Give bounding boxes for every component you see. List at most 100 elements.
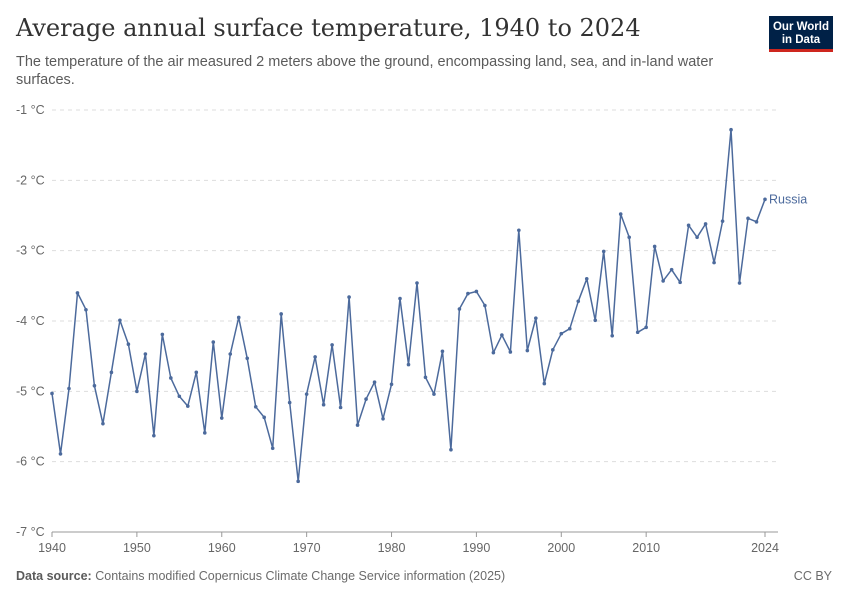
data-point <box>737 281 742 285</box>
data-point <box>321 402 326 407</box>
data-point <box>372 380 377 384</box>
data-point <box>746 216 750 221</box>
data-point <box>58 452 63 456</box>
data-point <box>202 431 207 435</box>
chart-title: Average annual surface temperature, 1940… <box>16 14 641 42</box>
axis-layer: -1 °C -2 °C -3 °C -4 °C -5 °C -6 °C -7 °C 1940 1… <box>16 103 779 555</box>
data-point <box>534 316 538 320</box>
data-point <box>84 307 88 312</box>
data-point <box>160 332 165 337</box>
data-point <box>610 333 615 338</box>
data-point <box>669 267 674 272</box>
data-point <box>559 331 564 336</box>
data-point <box>177 394 182 399</box>
data-point <box>296 479 300 484</box>
data-point <box>169 376 173 380</box>
data-point <box>270 446 275 451</box>
y-tick-label: -5 °C <box>16 384 45 398</box>
data-point <box>118 318 122 323</box>
data-point <box>695 235 699 240</box>
data-point <box>313 355 317 359</box>
series-line-russia <box>51 128 766 483</box>
data-point <box>500 333 504 337</box>
data-point <box>398 296 402 301</box>
data-point <box>754 220 759 224</box>
data-point <box>652 244 657 249</box>
y-tick-label: -7 °C <box>16 525 45 539</box>
data-point <box>432 392 436 396</box>
x-tick-label: 1950 <box>123 541 151 555</box>
data-point <box>109 370 114 375</box>
data-point <box>75 291 80 295</box>
y-tick-label: -6 °C <box>16 455 45 469</box>
license-link[interactable]: CC BY <box>793 569 832 583</box>
data-point <box>618 212 623 216</box>
data-point <box>440 349 445 354</box>
chart-subtitle: The temperature of the air measured 2 me… <box>16 54 714 88</box>
data-point <box>186 404 190 408</box>
data-point <box>703 222 708 226</box>
data-point <box>101 421 105 426</box>
data-point <box>601 249 606 254</box>
data-point <box>338 405 343 410</box>
data-point <box>253 405 258 409</box>
x-tick-label: 1990 <box>462 541 490 555</box>
data-point <box>491 350 496 355</box>
owid-logo[interactable]: Our World in Data <box>769 16 833 52</box>
data-point <box>483 303 487 308</box>
x-tick-label: 2000 <box>547 541 575 555</box>
data-point <box>279 312 283 316</box>
x-tick-label: 1960 <box>208 541 236 555</box>
data-point <box>381 416 385 421</box>
data-point <box>50 391 54 396</box>
data-point <box>635 330 640 335</box>
data-point <box>92 383 97 388</box>
data-point <box>219 416 224 420</box>
data-source: Data source: Contains modified Copernicu… <box>16 569 505 583</box>
data-point <box>211 340 216 344</box>
y-tick-label: -1 °C <box>16 103 45 117</box>
data-point <box>152 433 156 438</box>
data-point <box>661 279 665 283</box>
x-tick-label: 1980 <box>378 541 406 555</box>
data-point <box>508 350 513 354</box>
data-source-text[interactable]: Contains modified Copernicus Climate Cha… <box>95 569 506 583</box>
data-point <box>686 223 691 228</box>
data-point <box>415 281 419 285</box>
data-point <box>466 291 470 296</box>
data-point <box>712 260 716 265</box>
data-point <box>517 228 521 233</box>
data-point <box>567 326 572 331</box>
logo-line-2: in Data <box>781 34 821 46</box>
data-point <box>364 397 368 401</box>
data-point <box>449 447 453 452</box>
series-layer: Russia <box>50 127 807 484</box>
y-tick-label: -2 °C <box>16 173 45 187</box>
data-point <box>576 299 581 304</box>
data-point <box>593 318 598 323</box>
x-tick-label: 2010 <box>632 541 660 555</box>
data-point <box>67 386 71 391</box>
series-label-russia: Russia <box>769 192 807 206</box>
data-point <box>126 342 131 347</box>
data-point <box>304 392 309 396</box>
y-tick-label: -3 °C <box>16 244 45 258</box>
data-point <box>330 343 334 347</box>
data-point <box>347 295 351 299</box>
data-point <box>720 219 725 223</box>
data-point <box>584 277 589 281</box>
data-point <box>406 362 411 367</box>
data-point <box>135 389 139 394</box>
data-point <box>262 415 267 420</box>
data-point <box>355 423 360 427</box>
data-point <box>457 307 462 311</box>
data-source-label: Data source: <box>16 569 92 583</box>
data-point <box>474 289 479 294</box>
data-point <box>287 400 292 405</box>
data-point <box>627 235 631 240</box>
data-point <box>423 375 428 380</box>
grid-layer <box>52 109 778 463</box>
x-tick-label: 1940 <box>38 541 66 555</box>
data-point <box>678 280 682 285</box>
